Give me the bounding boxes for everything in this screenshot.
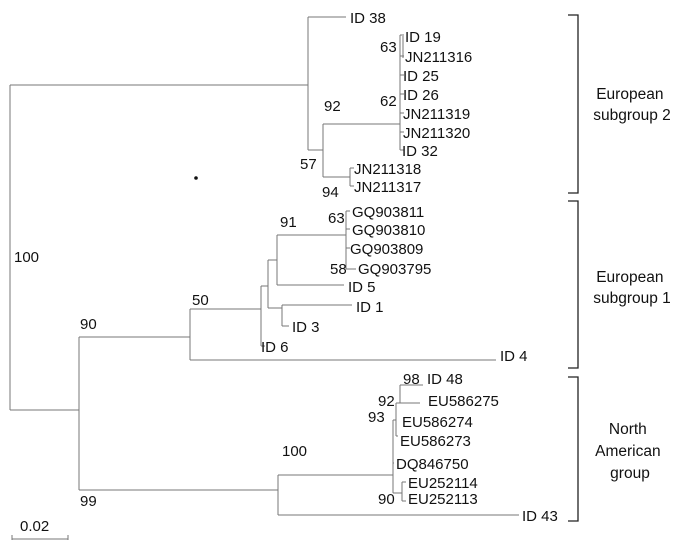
tip-label: ID 6 xyxy=(261,339,289,356)
scale-bar-label: 0.02 xyxy=(20,518,49,535)
tip-label: GQ903809 xyxy=(350,241,423,258)
north-american-pair-branch xyxy=(399,384,423,404)
north-american-inner-branch xyxy=(392,419,402,494)
group-label-european-subgroup-2: European subgroup 2 xyxy=(593,86,671,124)
bootstrap-value: 57 xyxy=(300,156,317,173)
tip-label: ID 25 xyxy=(403,68,439,85)
bootstrap-values: 100 92 63 62 57 94 91 63 58 50 90 99 100… xyxy=(14,39,420,510)
tip-label: JN211320 xyxy=(403,125,470,142)
dot-marker xyxy=(194,176,198,180)
group-brackets xyxy=(568,14,579,522)
north-american-bottom-branch xyxy=(401,481,406,502)
north-american-base-branch xyxy=(277,474,519,516)
tip-label: JN211319 xyxy=(403,106,470,123)
north-american-outer-branch xyxy=(78,410,278,491)
tip-label: ID 48 xyxy=(427,371,463,388)
north-american-sub-branch xyxy=(395,402,400,437)
bootstrap-value: 92 xyxy=(324,98,341,115)
bootstrap-value: 63 xyxy=(380,39,397,56)
tip-label: ID 38 xyxy=(350,10,386,27)
tip-label: ID 4 xyxy=(500,348,528,365)
tip-label: ID 43 xyxy=(522,508,558,525)
european-subgroup-2-bracket xyxy=(568,14,579,194)
bootstrap-value: 50 xyxy=(192,292,209,309)
tip-label: EU252113 xyxy=(408,491,478,508)
scale-bar: 0.02 xyxy=(11,518,69,540)
european1-id-branch xyxy=(281,304,352,327)
group-label-north-american-group: North American group xyxy=(595,421,665,482)
tip-label: JN211318 xyxy=(354,161,421,178)
tip-label: GQ903811 xyxy=(352,204,424,221)
tip-labels: ID 38 ID 19 JN211316 ID 25 ID 26 JN21131… xyxy=(261,10,558,525)
european-subgroup-1-bracket xyxy=(568,200,579,369)
bootstrap-value: 100 xyxy=(282,443,307,460)
tip-label: ID 3 xyxy=(292,319,320,336)
european1-outer-branch xyxy=(78,336,190,410)
european2-pair-branch xyxy=(349,167,354,187)
tip-label: ID 26 xyxy=(403,87,439,104)
bootstrap-value: 63 xyxy=(328,210,345,227)
bootstrap-value: 62 xyxy=(380,93,397,110)
bootstrap-value: 99 xyxy=(80,493,97,510)
european1-inner-branch xyxy=(260,285,268,347)
bootstrap-value: 90 xyxy=(378,491,395,508)
tip-label: ID 19 xyxy=(405,29,441,46)
bootstrap-value: 100 xyxy=(14,249,39,266)
group-label-european-subgroup-1: European subgroup 1 xyxy=(593,269,671,307)
tip-label: ID 5 xyxy=(348,279,376,296)
european1-mid-branch xyxy=(267,259,282,309)
bootstrap-value: 94 xyxy=(322,184,339,201)
tip-label: GQ903810 xyxy=(352,222,425,239)
bootstrap-value: 93 xyxy=(368,409,385,426)
european1-gq-branch xyxy=(276,234,346,286)
tip-label: EU586274 xyxy=(402,414,473,431)
tip-label: JN211316 xyxy=(405,49,472,66)
bootstrap-value: 91 xyxy=(280,214,297,231)
european2-inner-branch xyxy=(322,123,400,178)
tip-label: EU586273 xyxy=(400,433,471,450)
european2-clade-branch xyxy=(307,16,346,151)
tip-label: ID 32 xyxy=(402,143,438,160)
root-branch xyxy=(9,84,308,411)
european1-gq-bundle-branch xyxy=(345,210,356,270)
group-labels: European subgroup 2 European subgroup 1 … xyxy=(593,86,671,482)
north-american-group-bracket xyxy=(568,376,579,522)
tree-branches xyxy=(9,16,519,516)
european1-base-branch xyxy=(189,308,496,361)
tip-label: GQ903795 xyxy=(358,261,431,278)
tip-label: EU586275 xyxy=(428,393,499,410)
tip-label: EU252114 xyxy=(408,475,478,492)
tip-label: ID 1 xyxy=(356,299,384,316)
bootstrap-value: 98 xyxy=(403,371,420,388)
scale-bar-line xyxy=(11,535,69,540)
bootstrap-value: 90 xyxy=(80,316,97,333)
bootstrap-value: 58 xyxy=(330,261,347,278)
european2-bundle-branch xyxy=(399,34,404,151)
bootstrap-value: 92 xyxy=(378,393,395,410)
tip-label: JN211317 xyxy=(354,179,421,196)
tip-label: DQ846750 xyxy=(396,456,469,473)
